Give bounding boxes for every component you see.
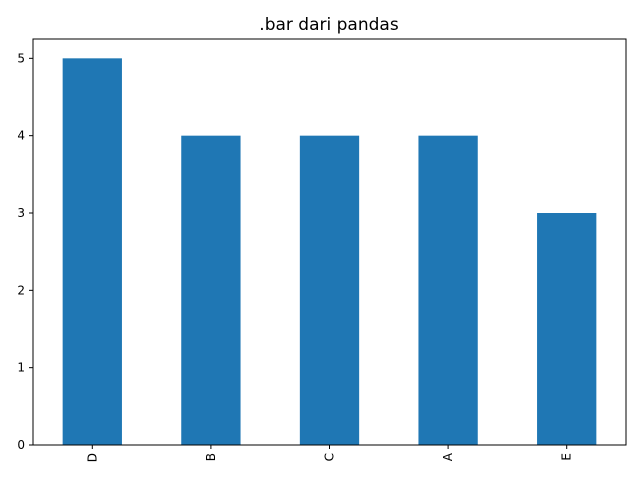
plot-frame (32, 38, 627, 446)
y-tick-label: 4 (17, 129, 25, 143)
y-tick-label: 3 (17, 206, 25, 220)
x-tick-label: B (204, 453, 218, 461)
x-tick-label: A (441, 452, 455, 461)
bars-group (62, 58, 597, 446)
bar-D (62, 58, 122, 445)
bar-B (181, 135, 241, 446)
y-tick-label: 1 (17, 361, 25, 375)
y-tick-label: 2 (17, 283, 25, 297)
bar-C (299, 135, 360, 446)
chart-title: .bar dari pandas (259, 15, 399, 35)
y-axis: 0 1 2 3 4 5 (17, 51, 33, 452)
y-tick-label: 5 (17, 51, 25, 65)
bar-A (418, 135, 478, 446)
x-tick-label: D (85, 453, 99, 462)
x-tick-label: E (560, 453, 574, 461)
x-tick-label: C (323, 453, 337, 461)
y-tick-label: 0 (17, 438, 25, 452)
bar-E (537, 213, 597, 445)
